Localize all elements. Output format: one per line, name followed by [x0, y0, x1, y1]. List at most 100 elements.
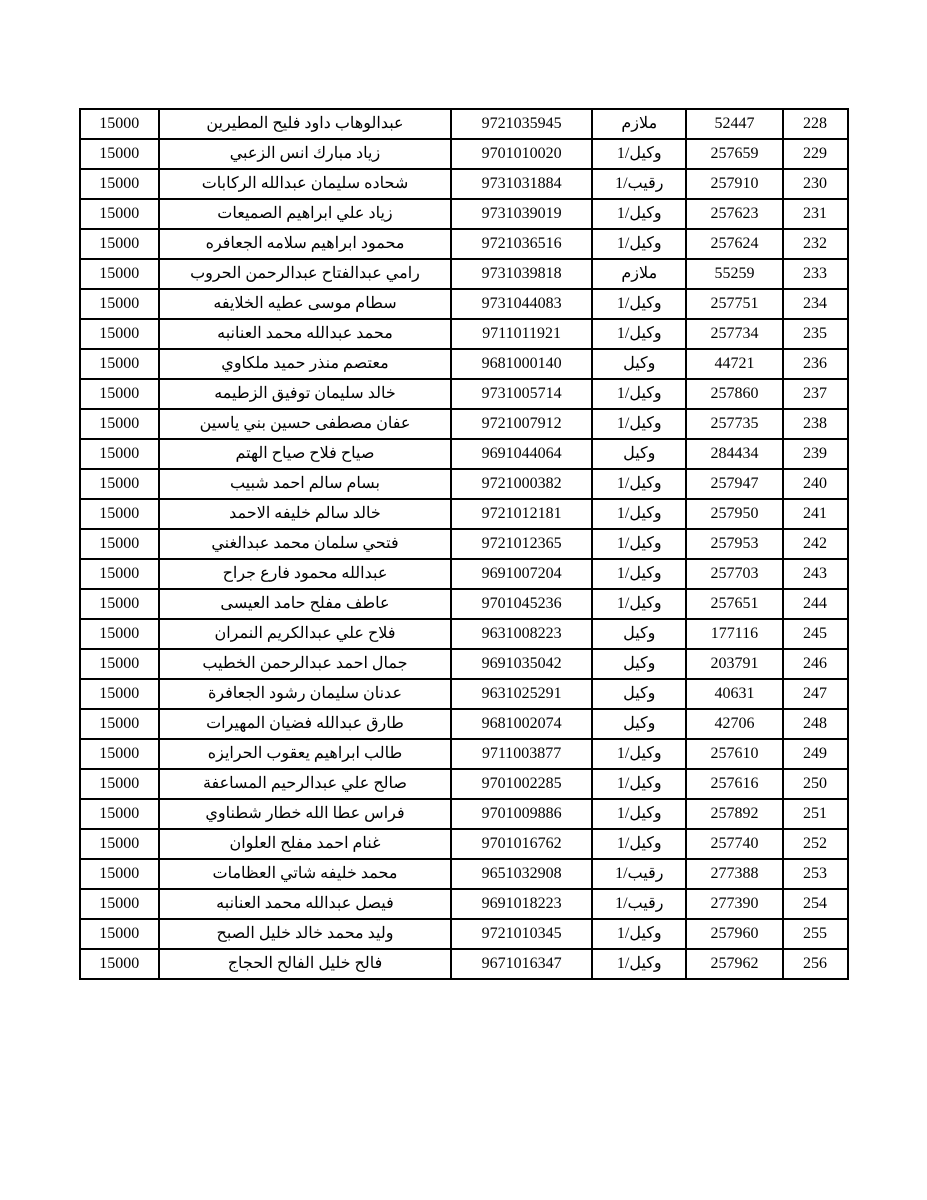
cell-name: رامي عبدالفتاح عبدالرحمن الحروب	[159, 259, 451, 289]
cell-sequence: 235	[783, 319, 848, 349]
cell-service-no: 257953	[686, 529, 782, 559]
cell-name: فلاح علي عبدالكريم النمران	[159, 619, 451, 649]
cell-name: عدنان سليمان رشود الجعافرة	[159, 679, 451, 709]
cell-sequence: 250	[783, 769, 848, 799]
cell-sequence: 248	[783, 709, 848, 739]
cell-rank: وكيل	[592, 439, 686, 469]
cell-sequence: 249	[783, 739, 848, 769]
table-row: 15000محمد خليفه شاتي العظامات9651032908ر…	[80, 859, 848, 889]
cell-sequence: 237	[783, 379, 848, 409]
cell-name: صالح علي عبدالرحيم المساعفة	[159, 769, 451, 799]
table-row: 15000شحاده سليمان عبدالله الركابات973103…	[80, 169, 848, 199]
cell-amount: 15000	[80, 289, 160, 319]
table-row: 15000فالح خليل الفالح الحجاج9671016347وك…	[80, 949, 848, 979]
cell-service-no: 257734	[686, 319, 782, 349]
cell-amount: 15000	[80, 799, 160, 829]
cell-sequence: 242	[783, 529, 848, 559]
table-row: 15000عبدالوهاب داود فليح المطيرين9721035…	[80, 109, 848, 139]
cell-rank: وكيل/1	[592, 139, 686, 169]
cell-service-no: 257651	[686, 589, 782, 619]
cell-sequence: 256	[783, 949, 848, 979]
cell-sequence: 229	[783, 139, 848, 169]
personnel-table-container: 15000عبدالوهاب داود فليح المطيرين9721035…	[79, 108, 849, 980]
cell-rank: وكيل/1	[592, 919, 686, 949]
cell-service-no: 55259	[686, 259, 782, 289]
cell-service-no: 277388	[686, 859, 782, 889]
cell-rank: وكيل/1	[592, 229, 686, 259]
cell-sequence: 228	[783, 109, 848, 139]
cell-amount: 15000	[80, 949, 160, 979]
table-row: 15000زياد مبارك انس الزعبي9701010020وكيل…	[80, 139, 848, 169]
cell-amount: 15000	[80, 469, 160, 499]
cell-amount: 15000	[80, 319, 160, 349]
cell-rank: وكيل/1	[592, 949, 686, 979]
cell-amount: 15000	[80, 589, 160, 619]
cell-national-id: 9701009886	[451, 799, 592, 829]
cell-sequence: 247	[783, 679, 848, 709]
cell-service-no: 257624	[686, 229, 782, 259]
cell-sequence: 243	[783, 559, 848, 589]
cell-service-no: 257659	[686, 139, 782, 169]
cell-national-id: 9701010020	[451, 139, 592, 169]
cell-rank: وكيل/1	[592, 559, 686, 589]
table-row: 15000محمود ابراهيم سلامه الجعافره9721036…	[80, 229, 848, 259]
cell-rank: وكيل/1	[592, 409, 686, 439]
cell-amount: 15000	[80, 409, 160, 439]
cell-service-no: 257962	[686, 949, 782, 979]
cell-service-no: 257703	[686, 559, 782, 589]
cell-rank: وكيل/1	[592, 799, 686, 829]
cell-rank: وكيل/1	[592, 379, 686, 409]
table-row: 15000وليد محمد خالد خليل الصبح9721010345…	[80, 919, 848, 949]
cell-national-id: 9711003877	[451, 739, 592, 769]
cell-rank: وكيل	[592, 709, 686, 739]
cell-national-id: 9681002074	[451, 709, 592, 739]
cell-sequence: 232	[783, 229, 848, 259]
table-row: 15000محمد عبدالله محمد العنانبه971101192…	[80, 319, 848, 349]
cell-service-no: 42706	[686, 709, 782, 739]
cell-national-id: 9631008223	[451, 619, 592, 649]
table-row: 15000عبدالله محمود فارع جراح9691007204وك…	[80, 559, 848, 589]
cell-national-id: 9711011921	[451, 319, 592, 349]
cell-service-no: 284434	[686, 439, 782, 469]
cell-amount: 15000	[80, 259, 160, 289]
cell-name: زياد مبارك انس الزعبي	[159, 139, 451, 169]
cell-amount: 15000	[80, 139, 160, 169]
table-row: 15000فتحي سلمان محمد عبدالغني9721012365و…	[80, 529, 848, 559]
cell-rank: وكيل	[592, 649, 686, 679]
table-row: 15000فراس عطا الله خطار شطناوي9701009886…	[80, 799, 848, 829]
cell-amount: 15000	[80, 109, 160, 139]
cell-service-no: 257947	[686, 469, 782, 499]
table-row: 15000صالح علي عبدالرحيم المساعفة97010022…	[80, 769, 848, 799]
cell-sequence: 230	[783, 169, 848, 199]
table-row: 15000طارق عبدالله فضيان المهيرات96810020…	[80, 709, 848, 739]
cell-amount: 15000	[80, 889, 160, 919]
cell-rank: رقيب/1	[592, 169, 686, 199]
cell-national-id: 9721010345	[451, 919, 592, 949]
cell-rank: رقيب/1	[592, 859, 686, 889]
cell-amount: 15000	[80, 199, 160, 229]
cell-service-no: 257860	[686, 379, 782, 409]
cell-rank: وكيل/1	[592, 499, 686, 529]
cell-national-id: 9691044064	[451, 439, 592, 469]
cell-national-id: 9681000140	[451, 349, 592, 379]
cell-amount: 15000	[80, 919, 160, 949]
cell-service-no: 257892	[686, 799, 782, 829]
table-row: 15000طالب ابراهيم يعقوب الحرايزه97110038…	[80, 739, 848, 769]
cell-sequence: 238	[783, 409, 848, 439]
cell-name: وليد محمد خالد خليل الصبح	[159, 919, 451, 949]
cell-national-id: 9691035042	[451, 649, 592, 679]
cell-national-id: 9691007204	[451, 559, 592, 589]
cell-rank: وكيل/1	[592, 319, 686, 349]
cell-rank: وكيل	[592, 619, 686, 649]
table-row: 15000معتصم منذر حميد ملكاوي9681000140وكي…	[80, 349, 848, 379]
cell-sequence: 255	[783, 919, 848, 949]
cell-amount: 15000	[80, 559, 160, 589]
cell-national-id: 9721012181	[451, 499, 592, 529]
cell-rank: وكيل/1	[592, 769, 686, 799]
cell-service-no: 257751	[686, 289, 782, 319]
cell-service-no: 177116	[686, 619, 782, 649]
cell-national-id: 9731039818	[451, 259, 592, 289]
cell-rank: وكيل/1	[592, 289, 686, 319]
cell-sequence: 236	[783, 349, 848, 379]
cell-service-no: 203791	[686, 649, 782, 679]
